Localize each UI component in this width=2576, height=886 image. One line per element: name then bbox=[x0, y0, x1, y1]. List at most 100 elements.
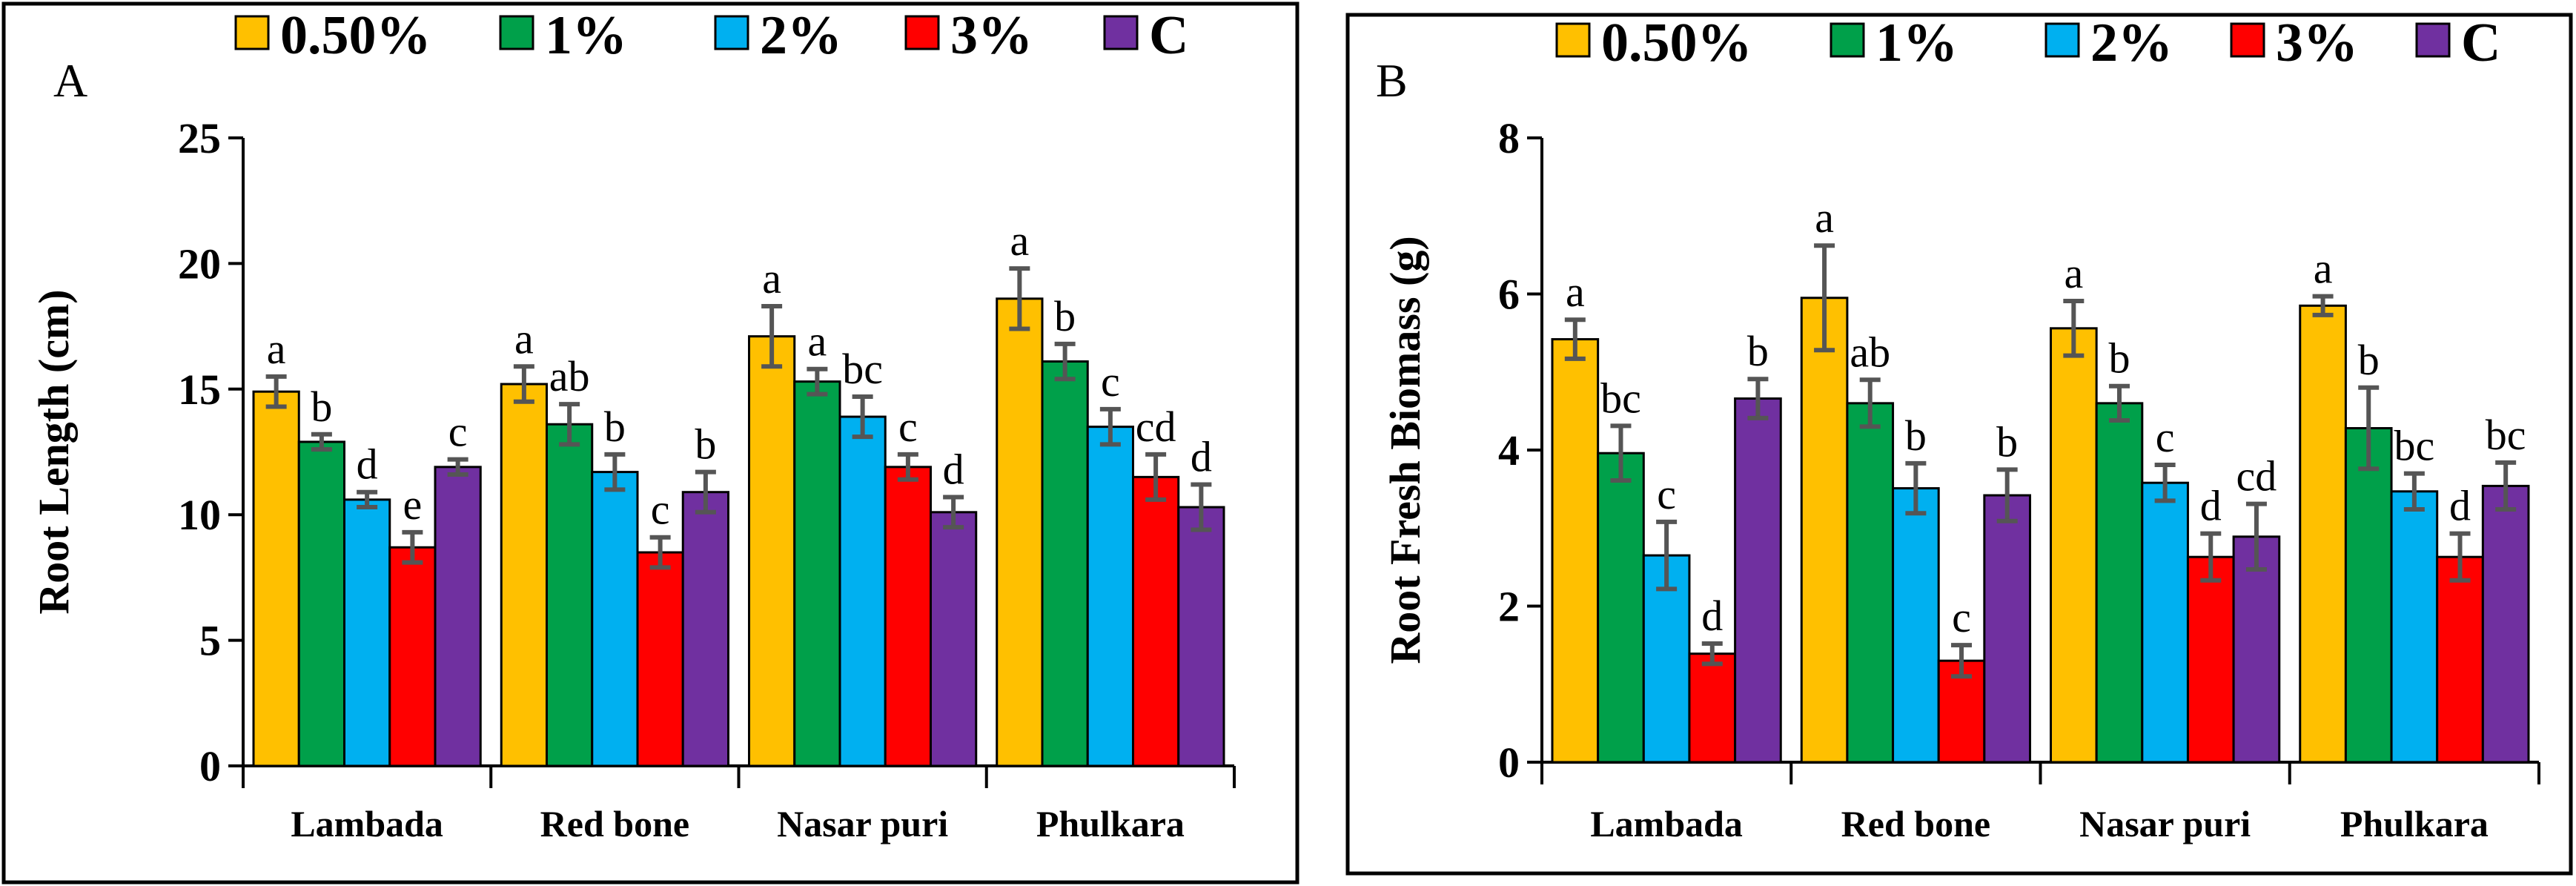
y-tick-label: 6 bbox=[1498, 271, 1520, 319]
y-axis-title: Root Fresh Biomass (g) bbox=[1381, 236, 1429, 664]
legend-label: 0.50% bbox=[1601, 13, 1752, 73]
bar bbox=[434, 466, 482, 767]
legend-swatch bbox=[904, 15, 940, 50]
y-tick-label: 5 bbox=[199, 617, 221, 665]
bar bbox=[681, 491, 729, 767]
panel-letter: A bbox=[53, 54, 87, 107]
bar bbox=[2141, 481, 2189, 764]
category-label: Red bone bbox=[540, 803, 689, 844]
bar bbox=[636, 551, 684, 767]
significance-label: c bbox=[2156, 413, 2175, 461]
significance-label: c bbox=[1101, 357, 1120, 406]
bar bbox=[388, 546, 437, 767]
y-axis-title: Root Length (cm) bbox=[30, 289, 78, 614]
significance-label: ab bbox=[549, 352, 590, 400]
bar bbox=[1041, 360, 1089, 767]
significance-label: d bbox=[943, 445, 964, 493]
bar bbox=[1597, 452, 1645, 764]
significance-label: c bbox=[448, 408, 468, 456]
bar bbox=[1734, 397, 1782, 764]
bar bbox=[2481, 484, 2530, 764]
significance-label: d bbox=[1701, 592, 1723, 640]
legend-swatch bbox=[714, 15, 749, 50]
bar bbox=[1800, 297, 1849, 764]
significance-label: a bbox=[1815, 194, 1834, 242]
legend-swatch bbox=[499, 15, 534, 50]
category-label: Nasar puri bbox=[777, 803, 948, 844]
bar bbox=[2232, 535, 2281, 764]
bar bbox=[1177, 506, 1225, 767]
significance-label: d bbox=[2449, 482, 2471, 530]
panel-a-root-length: A 0.50% 1% 2% 3% C Root Length (cm) 0 5 10 15 20 25 L… bbox=[1, 1, 1299, 885]
legend-label: 3% bbox=[2276, 13, 2358, 73]
significance-label: a bbox=[267, 325, 286, 373]
bar bbox=[884, 466, 932, 767]
bar bbox=[1892, 487, 1940, 764]
bar bbox=[1086, 426, 1134, 767]
legend-swatch bbox=[1830, 22, 1865, 58]
significance-label: c bbox=[651, 486, 670, 534]
bar bbox=[2186, 555, 2235, 764]
significance-label: b bbox=[2108, 334, 2130, 383]
y-tick-label: 10 bbox=[178, 491, 221, 539]
significance-label: a bbox=[762, 254, 781, 303]
bar bbox=[500, 383, 548, 767]
significance-label: a bbox=[2314, 245, 2333, 293]
significance-label: bc bbox=[2394, 422, 2435, 470]
legend-label: C bbox=[2461, 13, 2500, 73]
y-tick-label: 25 bbox=[178, 114, 221, 162]
significance-label: a bbox=[1566, 268, 1585, 316]
significance-label: b bbox=[1996, 417, 2018, 466]
bar bbox=[748, 335, 796, 767]
bar bbox=[996, 297, 1044, 767]
legend-label: 0.50% bbox=[280, 5, 431, 66]
bar bbox=[1132, 475, 1180, 767]
bar bbox=[793, 380, 841, 767]
y-tick-label: 2 bbox=[1498, 583, 1520, 631]
bar bbox=[546, 423, 594, 767]
category-label: Nasar puri bbox=[2079, 803, 2251, 844]
significance-label: b bbox=[1747, 327, 1769, 375]
panel-b-root-fresh-biomass: B 0.50% 1% 2% 3% C Root Fresh Biomass (g) 0 2 4 6 8… bbox=[1345, 13, 2573, 876]
category-label: Lambada bbox=[291, 803, 443, 844]
significance-label: bc bbox=[1600, 374, 1641, 422]
legend-swatch bbox=[234, 15, 270, 50]
significance-label: d bbox=[2200, 482, 2222, 530]
significance-label: ab bbox=[1850, 328, 1890, 376]
legend-swatch bbox=[1103, 15, 1139, 50]
bar bbox=[2095, 402, 2144, 764]
significance-label: bc bbox=[2486, 411, 2526, 459]
bar bbox=[2299, 304, 2347, 764]
legend-swatch bbox=[2415, 22, 2451, 58]
legend-label: 2% bbox=[760, 5, 842, 66]
bar bbox=[343, 498, 391, 767]
significance-label: a bbox=[2064, 249, 2083, 297]
legend-label: 2% bbox=[2090, 13, 2173, 73]
significance-label: cd bbox=[2236, 452, 2277, 500]
bar bbox=[930, 511, 978, 767]
legend-label: C bbox=[1149, 5, 1188, 66]
bar bbox=[838, 415, 887, 767]
bar bbox=[1551, 338, 1600, 764]
bar bbox=[2050, 327, 2098, 764]
panel-letter: B bbox=[1376, 54, 1408, 107]
significance-label: c bbox=[1657, 470, 1676, 518]
y-tick-label: 4 bbox=[1498, 426, 1520, 475]
category-label: Phulkara bbox=[1036, 803, 1185, 844]
legend-swatch bbox=[2230, 22, 2265, 58]
category-label: Lambada bbox=[1590, 803, 1743, 844]
significance-label: cd bbox=[1136, 403, 1176, 451]
y-tick-label: 15 bbox=[178, 366, 221, 414]
category-label: Red bone bbox=[1841, 803, 1990, 844]
y-tick-label: 0 bbox=[1498, 738, 1520, 787]
bar bbox=[252, 390, 300, 767]
significance-label: d bbox=[1191, 433, 1212, 481]
y-tick-label: 0 bbox=[199, 742, 221, 790]
significance-label: b bbox=[311, 383, 332, 431]
significance-label: a bbox=[514, 314, 534, 363]
significance-label: e bbox=[403, 480, 423, 529]
legend-label: 1% bbox=[1875, 13, 1958, 73]
legend-label: 1% bbox=[545, 5, 627, 66]
significance-label: c bbox=[1952, 593, 1971, 641]
